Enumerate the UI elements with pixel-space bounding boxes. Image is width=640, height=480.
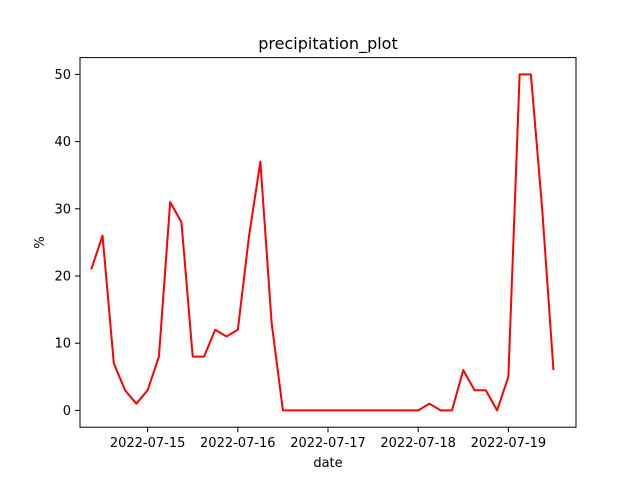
- y-axis-ticks: 0 10 20 30 40 50: [54, 68, 80, 419]
- x-tick-label: 2022-07-16: [200, 436, 276, 451]
- x-tick-label: 2022-07-19: [471, 436, 547, 451]
- plot-frame: [79, 57, 577, 428]
- y-tick-label: 50: [54, 68, 71, 83]
- y-tick-label: 30: [54, 202, 71, 217]
- y-tick-label: 20: [54, 270, 71, 285]
- x-tick-label: 2022-07-15: [110, 436, 186, 451]
- y-tick-label: 0: [63, 404, 71, 419]
- plot-area: [90, 73, 555, 412]
- y-axis-label: %: [33, 236, 48, 248]
- y-tick-label: 40: [54, 135, 71, 150]
- series-line-0: [90, 73, 555, 412]
- chart-title: precipitation_plot: [258, 34, 397, 54]
- y-tick-label: 10: [54, 337, 71, 352]
- x-tick-label: 2022-07-18: [380, 436, 456, 451]
- x-tick-label: 2022-07-17: [290, 436, 366, 451]
- x-axis-ticks: 2022-07-15 2022-07-16 2022-07-17 2022-07-18…: [110, 427, 546, 451]
- x-axis-label: date: [313, 456, 342, 471]
